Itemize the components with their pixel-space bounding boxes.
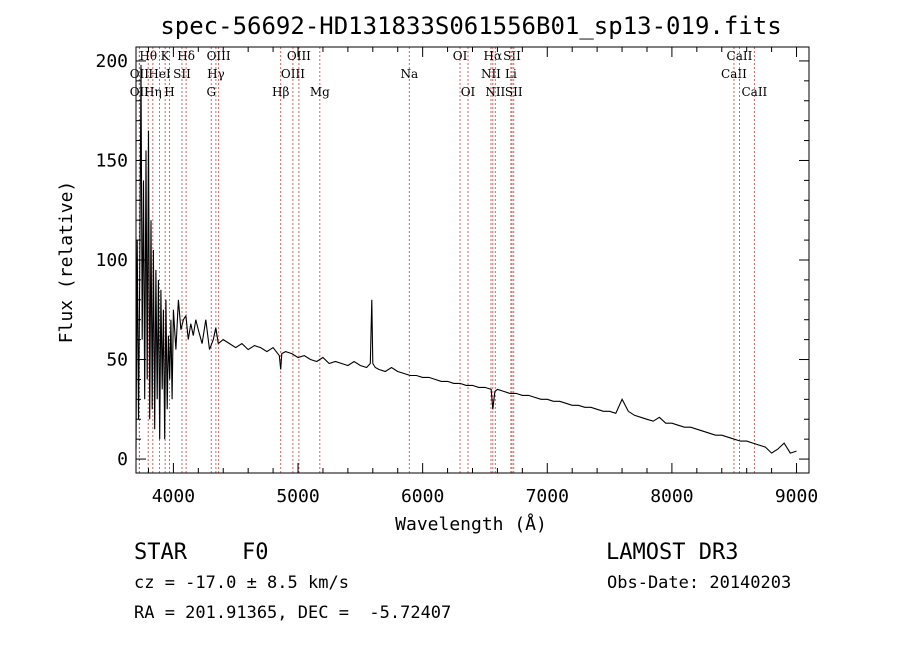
- spectrum-line: [135, 64, 797, 454]
- object-subclass: F0: [242, 540, 269, 565]
- x-tick-label: 8000: [650, 486, 693, 507]
- y-tick-label: 150: [95, 150, 128, 171]
- line-label: OIII: [281, 67, 305, 81]
- line-label: SII: [503, 49, 521, 63]
- line-label: Hα: [484, 49, 503, 63]
- line-label: K: [161, 49, 171, 63]
- axis-ticks: 4000 5000 6000 7000 8000 9000 0 50 100 150 200: [95, 47, 818, 507]
- y-axis-label: Flux (relative): [56, 181, 77, 344]
- line-label: HeI: [148, 67, 171, 81]
- y-tick-label: 100: [95, 250, 128, 271]
- line-label: OIII: [287, 49, 311, 63]
- line-label: OI: [453, 49, 468, 63]
- line-label: NII: [481, 67, 501, 81]
- y-tick-label: 0: [117, 449, 128, 470]
- line-label: OII: [130, 85, 150, 99]
- line-label: Mg: [310, 85, 330, 99]
- line-label: H: [164, 85, 174, 99]
- line-label: Hγ: [207, 67, 225, 81]
- line-label: OIII: [207, 49, 231, 63]
- y-tick-label: 200: [95, 51, 128, 72]
- line-label: Hβ: [272, 85, 289, 99]
- survey-name: LAMOST DR3: [606, 540, 739, 565]
- line-label: CaII: [721, 67, 747, 81]
- line-label: Na: [400, 67, 418, 81]
- sky-coordinates: RA = 201.91365, DEC = -5.72407: [134, 603, 452, 623]
- x-tick-label: 5000: [276, 486, 319, 507]
- x-axis-label: Wavelength (Å): [395, 513, 547, 535]
- chart-title: spec-56692-HD131833S061556B01_sp13-019.f…: [160, 12, 781, 40]
- x-tick-label: 6000: [401, 486, 444, 507]
- line-label: CaII: [741, 85, 767, 99]
- line-label: SII: [173, 67, 191, 81]
- line-label: G: [206, 85, 216, 99]
- x-tick-label: 4000: [152, 486, 195, 507]
- x-tick-label: 9000: [775, 486, 818, 507]
- line-label: NII: [485, 85, 505, 99]
- line-label: Hη: [144, 85, 162, 99]
- line-label: SII: [505, 85, 523, 99]
- line-label: CaII: [727, 49, 753, 63]
- x-tick-label: 7000: [526, 486, 569, 507]
- object-class: STAR: [134, 540, 187, 565]
- line-label: OI: [461, 85, 476, 99]
- line-label: Hδ: [177, 49, 195, 63]
- line-label: Li: [505, 67, 517, 81]
- observation-date: Obs-Date: 20140203: [607, 573, 792, 593]
- redshift-velocity: cz = -17.0 ± 8.5 km/s: [134, 573, 349, 593]
- line-label: OII: [130, 67, 150, 81]
- y-tick-label: 50: [106, 350, 128, 371]
- plot-frame: [135, 46, 810, 474]
